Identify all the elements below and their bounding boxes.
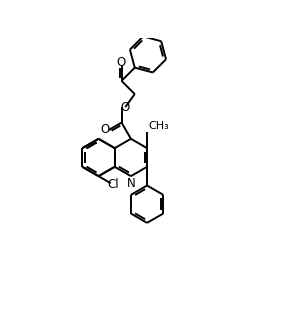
Text: O: O <box>116 56 126 69</box>
Text: CH₃: CH₃ <box>148 121 169 131</box>
Text: Cl: Cl <box>107 178 119 191</box>
Text: O: O <box>121 100 130 114</box>
Text: N: N <box>126 176 135 190</box>
Text: O: O <box>100 123 109 136</box>
